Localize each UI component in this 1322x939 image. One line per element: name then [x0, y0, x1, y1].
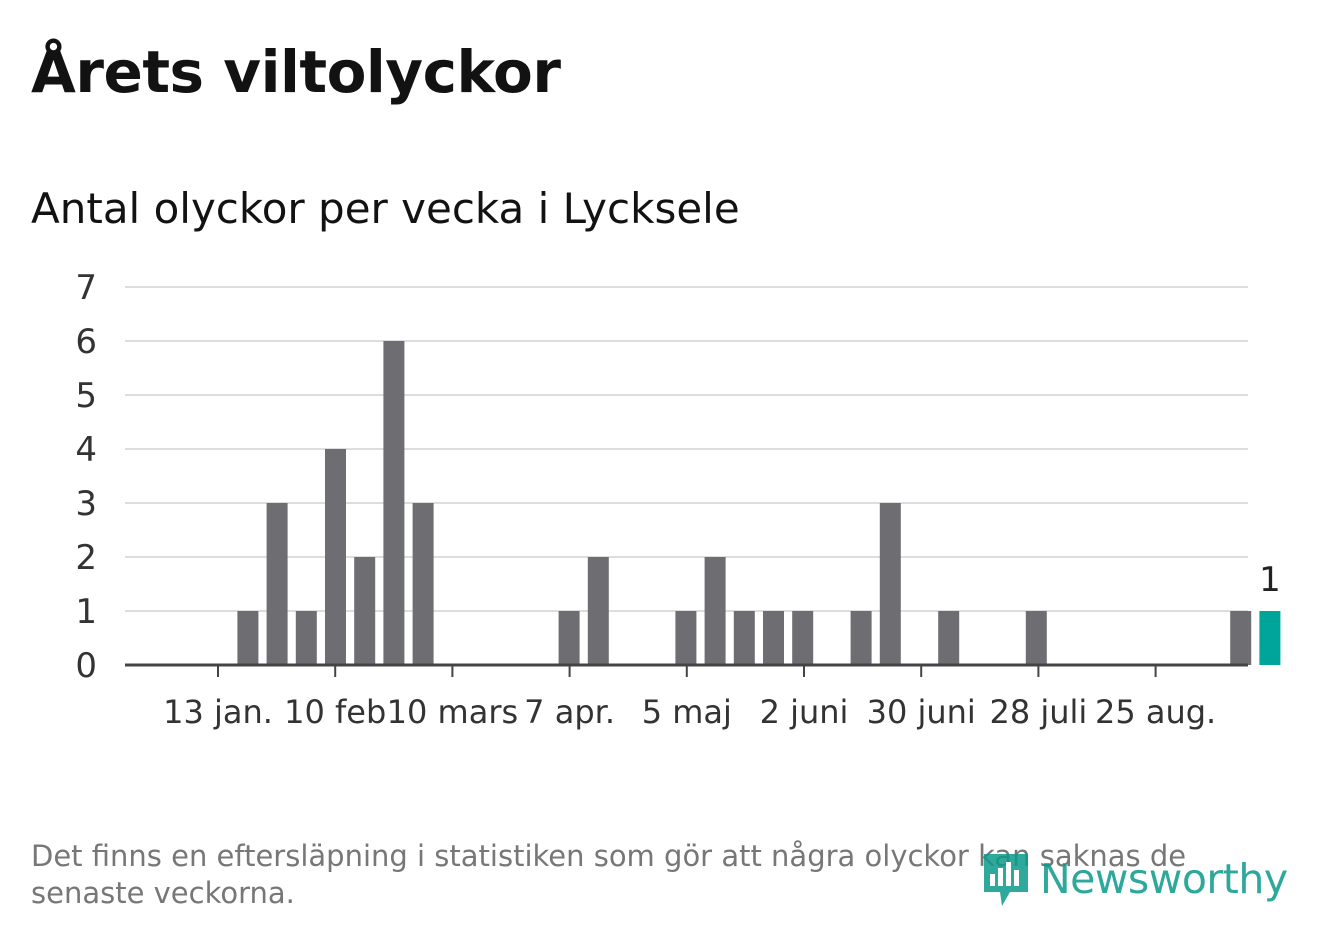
bar-chart: 0 1 2 3 4 5 6 7 13 jan. 10 feb 10 mars 7 apr. 5 maj…: [75, 268, 1284, 731]
bar: [354, 557, 376, 665]
bar: [325, 449, 346, 665]
bar: [412, 503, 434, 665]
bar: [1025, 611, 1047, 665]
annotations: 1: [1256, 557, 1284, 603]
x-axis: [125, 663, 1248, 677]
x-tick-label: 2 juni: [760, 693, 849, 731]
x-tick-label: 30 juni: [867, 693, 976, 731]
highlight-bar: [1259, 611, 1281, 665]
bar: [558, 611, 580, 665]
bar: [237, 611, 259, 665]
y-tick-label: 1: [75, 592, 97, 632]
y-tick-label: 5: [75, 376, 97, 416]
bar: [1230, 611, 1252, 665]
bar: [587, 557, 609, 665]
logo-text: Newsworthy: [1040, 855, 1288, 903]
x-tick-label: 5 maj: [642, 693, 732, 731]
bar: [792, 611, 814, 665]
bar: [675, 611, 697, 665]
x-tick-label: 13 jan.: [163, 693, 273, 731]
bar: [938, 611, 960, 665]
x-axis-labels: 13 jan. 10 feb 10 mars 7 apr. 5 maj 2 juni 30 …: [163, 693, 1216, 731]
x-tick-label: 10 feb: [284, 693, 386, 731]
chart-subtitle: Antal olyckor per vecka i Lycksele: [31, 184, 740, 233]
y-tick-label: 4: [75, 430, 97, 470]
chart-title: Årets viltolyckor: [31, 38, 561, 106]
bar: [763, 611, 784, 665]
y-axis-labels: 0 1 2 3 4 5 6 7: [75, 268, 97, 686]
x-tick-label: 10 mars: [387, 693, 519, 731]
bar: [850, 611, 872, 665]
y-tick-label: 6: [75, 322, 97, 362]
bar: [383, 341, 405, 665]
bar: [295, 611, 317, 665]
y-tick-label: 2: [75, 538, 97, 578]
y-tick-label: 3: [75, 484, 97, 524]
bar: [266, 503, 288, 665]
y-tick-label: 7: [75, 268, 97, 308]
bar: [704, 557, 726, 665]
bar: [879, 503, 901, 665]
bar: [733, 611, 755, 665]
bar-chart-speech-bubble-icon: [984, 854, 1028, 906]
x-tick-label: 28 juli: [989, 693, 1087, 731]
newsworthy-logo: Newsworthy: [980, 848, 1288, 910]
highlight-value-label: 1: [1259, 560, 1281, 600]
y-tick-label: 0: [75, 646, 97, 686]
x-tick-label: 7 apr.: [524, 693, 615, 731]
grid-lines: [125, 286, 1248, 612]
x-tick-label: 25 aug.: [1095, 693, 1216, 731]
bars: [237, 341, 1281, 665]
